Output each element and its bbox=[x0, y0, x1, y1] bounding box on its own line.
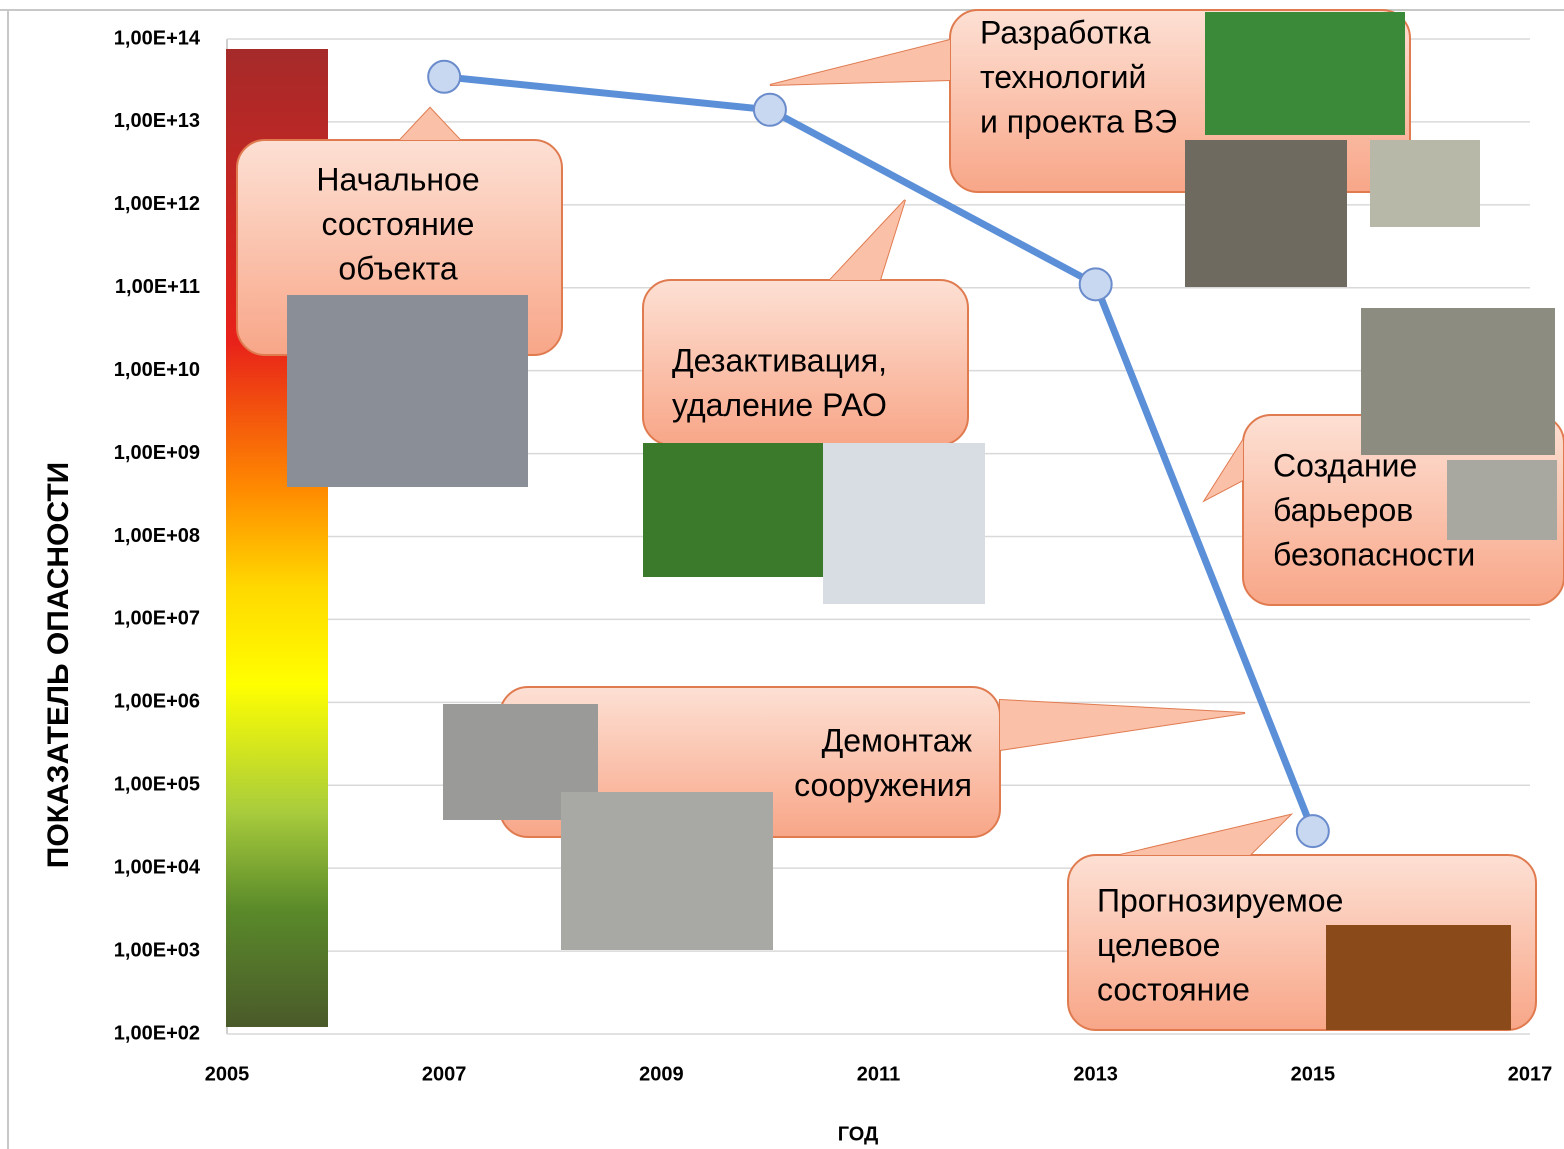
annotation: объекта bbox=[338, 250, 458, 286]
x-tick-label: 2017 bbox=[1508, 1063, 1553, 1085]
callout-tail-join bbox=[400, 108, 460, 140]
annotation: сооружения bbox=[794, 767, 972, 803]
callout-tail-join bbox=[770, 40, 950, 85]
x-tick-label: 2005 bbox=[205, 1063, 250, 1085]
annotation: безопасности bbox=[1273, 536, 1475, 572]
photo bbox=[287, 295, 528, 487]
y-tick-label: 1,00E+05 bbox=[114, 774, 200, 796]
data-point bbox=[1295, 814, 1330, 849]
annotation: Разработка bbox=[980, 14, 1151, 50]
annotation: технологий bbox=[980, 59, 1146, 95]
data-line bbox=[443, 73, 1317, 833]
photo bbox=[1205, 12, 1405, 135]
annotation: и проекта ВЭ bbox=[980, 103, 1177, 139]
annotation: удаление РАО bbox=[672, 387, 887, 423]
annotation: Дезактивация, bbox=[672, 342, 887, 378]
y-tick-label: 1,00E+04 bbox=[114, 856, 201, 878]
annotation: состояние bbox=[322, 206, 475, 242]
callout-tail-join bbox=[1000, 700, 1245, 750]
y-tick-label: 1,00E+10 bbox=[114, 359, 200, 381]
x-tick-label: 2007 bbox=[422, 1063, 467, 1085]
annotation: барьеров bbox=[1273, 492, 1413, 528]
x-axis-label: ГОД bbox=[838, 1123, 879, 1145]
y-tick-label: 1,00E+08 bbox=[114, 525, 200, 547]
x-tick-label: 2011 bbox=[857, 1063, 900, 1085]
annotation: состояние bbox=[1097, 971, 1250, 1007]
x-tick-label: 2013 bbox=[1073, 1063, 1118, 1085]
callout-tail-join bbox=[830, 200, 905, 280]
y-axis-label: ПОКАЗАТЕЛЬ ОПАСНОСТИ bbox=[42, 462, 75, 868]
annotation: Начальное bbox=[316, 161, 479, 197]
photo bbox=[823, 443, 985, 604]
annotation: Прогнозируемое bbox=[1097, 882, 1343, 918]
photo bbox=[1361, 308, 1555, 455]
photo bbox=[1370, 140, 1480, 227]
callout-tail-join bbox=[1205, 440, 1243, 500]
photo bbox=[1185, 140, 1347, 287]
y-tick-label: 1,00E+14 bbox=[114, 27, 201, 49]
annotation: Демонтаж bbox=[822, 722, 973, 758]
data-point bbox=[752, 92, 787, 127]
annotation: целевое bbox=[1097, 927, 1220, 963]
photo bbox=[1447, 460, 1557, 540]
y-tick-label: 1,00E+13 bbox=[114, 110, 200, 132]
y-tick-label: 1,00E+12 bbox=[114, 193, 200, 215]
y-tick-label: 1,00E+07 bbox=[114, 608, 200, 630]
photo bbox=[561, 792, 773, 950]
data-point bbox=[427, 59, 462, 94]
x-tick-label: 2015 bbox=[1291, 1063, 1336, 1085]
y-tick-label: 1,00E+03 bbox=[114, 939, 200, 961]
y-tick-label: 1,00E+11 bbox=[115, 276, 200, 298]
data-point bbox=[1078, 267, 1113, 302]
y-tick-label: 1,00E+02 bbox=[114, 1022, 200, 1044]
callout-tail-join bbox=[1120, 815, 1290, 855]
photo bbox=[643, 443, 823, 577]
y-tick-label: 1,00E+06 bbox=[114, 691, 200, 713]
photo bbox=[1326, 925, 1511, 1030]
x-tick-label: 2009 bbox=[639, 1063, 684, 1085]
y-tick-label: 1,00E+09 bbox=[114, 442, 200, 464]
